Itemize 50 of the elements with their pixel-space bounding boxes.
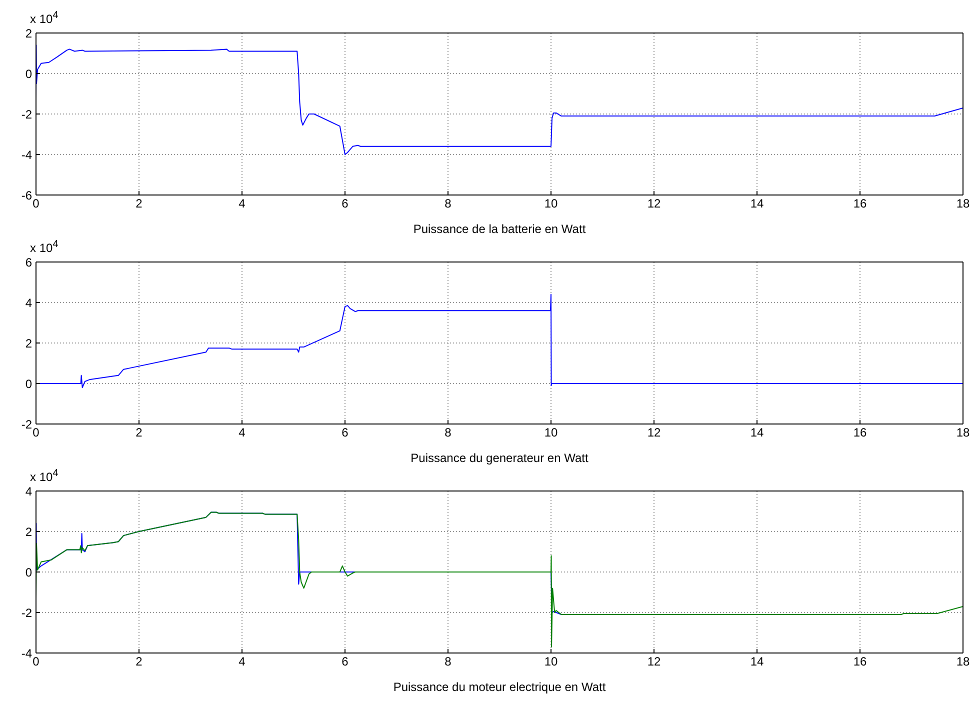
x-tick-label: 8 — [444, 196, 452, 211]
text: x 10$^{4}$ — [30, 239, 58, 255]
x-tick-label: 12 — [647, 654, 661, 669]
y-tick-label: -2 — [21, 107, 32, 122]
x-tick-label: 14 — [750, 426, 764, 440]
x-axis-title: Puissance du generateur en Watt — [410, 451, 589, 465]
y-tick-label: -4 — [21, 646, 32, 660]
y-tick-label: 4 — [25, 484, 32, 498]
line-series — [36, 512, 963, 648]
y-tick-label: 0 — [25, 376, 32, 391]
x-tick-label: 8 — [444, 426, 452, 440]
y-tick-label: 2 — [25, 336, 32, 350]
x-tick-label: 18 — [956, 426, 970, 440]
x-tick-label: 8 — [444, 654, 452, 669]
y-tick-label: -6 — [21, 188, 32, 202]
x-tick-label: 18 — [956, 654, 970, 669]
text: x 10$^{4}$ — [30, 468, 58, 484]
x-tick-label: 4 — [238, 426, 246, 440]
x-tick-label: 10 — [544, 654, 558, 669]
text: x 10$^{4}$ — [30, 10, 58, 26]
y-tick-label: 2 — [25, 26, 32, 40]
y-tick-label: 6 — [25, 255, 32, 270]
x-tick-label: 4 — [238, 654, 246, 669]
y-tick-label: -2 — [21, 606, 32, 620]
line-series — [36, 44, 963, 155]
x-tick-label: 16 — [853, 654, 867, 669]
x-tick-label: 16 — [853, 196, 867, 211]
y-tick-label: 2 — [25, 524, 32, 539]
x-axis-title: Puissance de la batterie en Watt — [413, 222, 586, 236]
x-tick-label: 12 — [647, 196, 661, 211]
x-tick-label: 10 — [544, 426, 558, 440]
x-tick-label: 2 — [136, 196, 143, 211]
x-tick-label: 10 — [544, 196, 558, 211]
x-tick-label: 6 — [342, 196, 349, 211]
x-tick-label: 4 — [238, 196, 246, 211]
y-tick-label: 0 — [25, 66, 32, 81]
x-tick-label: 12 — [647, 426, 661, 440]
y-tick-label: -2 — [21, 417, 32, 432]
x-axis-title: Puissance du moteur electrique en Watt — [393, 680, 606, 694]
x-tick-label: 6 — [342, 426, 349, 440]
x-tick-label: 18 — [956, 196, 970, 211]
x-tick-label: 14 — [750, 654, 764, 669]
y-tick-label: -4 — [21, 148, 32, 162]
x-tick-label: 6 — [342, 654, 349, 669]
x-tick-label: 14 — [750, 196, 764, 211]
y-tick-label: 4 — [25, 296, 32, 310]
x-tick-label: 2 — [136, 654, 143, 669]
x-tick-label: 2 — [136, 426, 143, 440]
y-tick-label: 0 — [25, 565, 32, 580]
x-tick-label: 16 — [853, 426, 867, 440]
